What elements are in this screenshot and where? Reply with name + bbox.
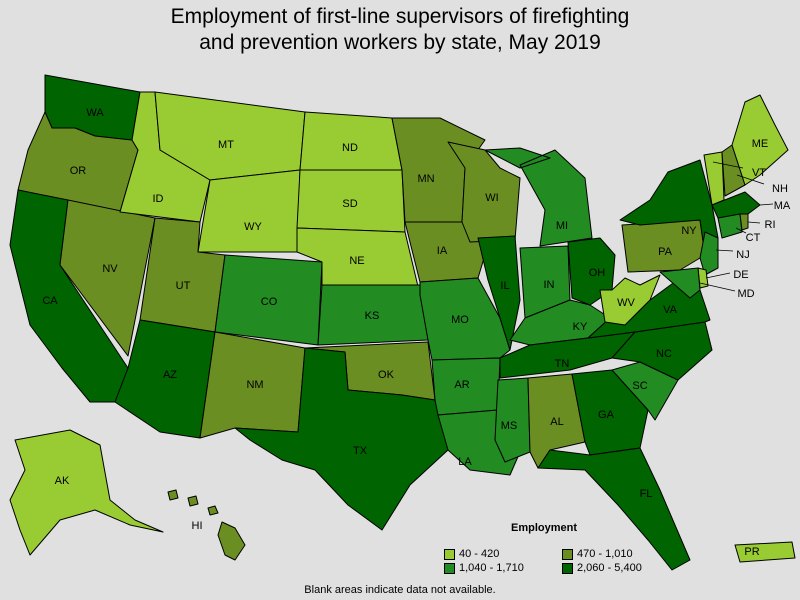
legend-label-4: 2,060 - 5,400	[577, 562, 642, 574]
leader-line-ct	[735, 227, 747, 234]
state-ct	[717, 213, 743, 239]
state-label-az: AZ	[163, 369, 177, 381]
state-label-nh: NH	[772, 183, 788, 195]
state-label-ia: IA	[437, 245, 448, 257]
state-mi	[484, 147, 593, 247]
state-label-ar: AR	[454, 379, 469, 391]
legend-label-1: 40 - 420	[459, 548, 500, 560]
state-label-la: LA	[458, 456, 472, 468]
leader-line-de	[705, 272, 731, 279]
state-md	[659, 267, 701, 299]
state-label-wv: WV	[617, 297, 635, 309]
state-label-wi: WI	[485, 192, 498, 204]
legend-item-3: 1,040 - 1,710	[444, 562, 524, 574]
legend-swatch-4	[562, 562, 573, 574]
state-label-mt: MT	[218, 139, 234, 151]
state-label-pa: PA	[658, 246, 673, 258]
state-nd	[299, 111, 403, 171]
state-label-or: OR	[70, 165, 87, 177]
leader-line-nh	[736, 174, 765, 185]
state-label-il: IL	[500, 280, 509, 292]
state-label-ks: KS	[365, 310, 380, 322]
state-label-me: ME	[752, 138, 769, 150]
state-label-tx: TX	[353, 445, 368, 457]
state-il	[477, 235, 521, 351]
state-fl	[537, 447, 691, 571]
state-label-ne: NE	[349, 255, 364, 267]
state-ri	[739, 213, 749, 231]
state-ma	[711, 191, 761, 219]
state-label-ct: CT	[746, 232, 761, 244]
state-label-fl: FL	[640, 488, 653, 500]
state-label-nj: NJ	[736, 249, 749, 261]
state-label-ga: GA	[598, 409, 615, 421]
state-label-ny: NY	[681, 225, 697, 237]
footnote: Blank areas indicate data not available.	[304, 584, 496, 596]
state-ny	[619, 159, 719, 256]
state-label-pr: PR	[744, 546, 759, 558]
state-label-oh: OH	[589, 267, 606, 279]
state-label-va: VA	[663, 304, 678, 316]
state-me	[731, 94, 789, 186]
state-label-ca: CA	[42, 295, 58, 307]
legend-label-3: 1,040 - 1,710	[459, 562, 524, 574]
map-title: Employment of first-line supervisors of …	[0, 4, 800, 56]
state-label-ak: AK	[55, 475, 70, 487]
state-nj	[699, 231, 719, 276]
legend-title: Employment	[511, 522, 578, 534]
leader-line-ri	[747, 221, 761, 224]
legend-swatch-3	[444, 562, 455, 574]
state-label-wa: WA	[86, 107, 104, 119]
state-label-ms: MS	[501, 420, 518, 432]
state-ak	[9, 429, 164, 556]
state-hi	[167, 489, 246, 561]
state-label-wy: WY	[244, 221, 262, 233]
leader-line-vt	[712, 161, 744, 169]
state-label-ri: RI	[765, 219, 776, 231]
state-label-ma: MA	[774, 200, 791, 212]
state-label-sc: SC	[632, 380, 647, 392]
state-wv	[599, 274, 661, 326]
legend-swatch-1	[444, 548, 455, 560]
title-line-1: Employment of first-line supervisors of …	[170, 5, 630, 28]
state-wy	[197, 169, 301, 253]
legend-label-2: 470 - 1,010	[577, 548, 633, 560]
state-label-co: CO	[261, 296, 278, 308]
state-ms	[494, 377, 531, 463]
state-pr	[734, 541, 796, 563]
state-label-hi: HI	[192, 520, 203, 532]
state-label-nm: NM	[246, 379, 263, 391]
state-label-al: AL	[550, 416, 563, 428]
state-label-sd: SD	[342, 198, 357, 210]
state-label-ky: KY	[573, 321, 588, 333]
state-label-id: ID	[153, 193, 164, 205]
title-line-2: and prevention workers by state, May 201…	[199, 31, 601, 54]
legend-swatch-2	[562, 548, 573, 560]
leader-line-md	[699, 282, 736, 292]
state-ia	[404, 221, 489, 283]
state-tx	[234, 347, 449, 531]
state-label-mo: MO	[451, 314, 469, 326]
state-label-nc: NC	[656, 348, 672, 360]
state-label-in: IN	[544, 279, 555, 291]
state-label-nv: NV	[102, 263, 118, 275]
legend-item-2: 470 - 1,010	[562, 548, 633, 560]
state-label-tn: TN	[555, 358, 570, 370]
state-label-nd: ND	[342, 142, 358, 154]
state-label-md: MD	[737, 288, 754, 300]
state-label-ok: OK	[378, 369, 395, 381]
legend-item-4: 2,060 - 5,400	[562, 562, 642, 574]
state-label-mi: MI	[556, 220, 568, 232]
state-sc	[611, 361, 679, 421]
leader-line-nj	[715, 249, 734, 252]
state-label-mn: MN	[417, 173, 434, 185]
state-label-vt: VT	[752, 167, 766, 179]
leader-line-ma	[759, 203, 774, 206]
state-label-ut: UT	[176, 280, 191, 292]
legend-item-1: 40 - 420	[444, 548, 499, 560]
state-label-de: DE	[733, 269, 748, 281]
